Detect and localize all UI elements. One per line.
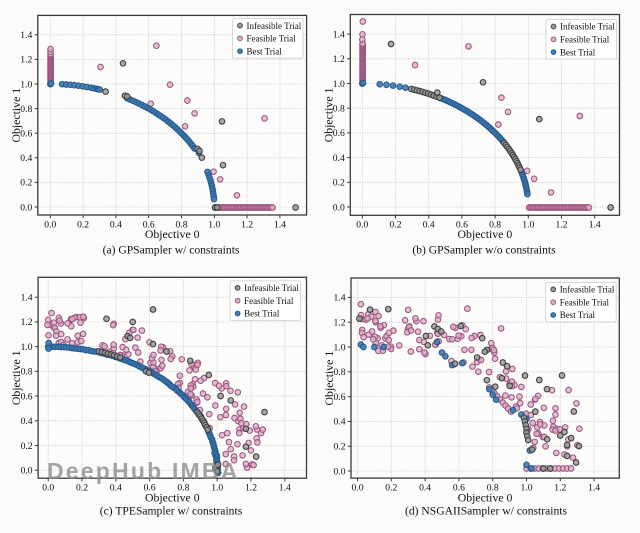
svg-text:Objective 1: Objective 1 (321, 87, 335, 142)
svg-text:0.2: 0.2 (76, 483, 88, 494)
svg-text:Objective 0: Objective 0 (458, 227, 513, 241)
svg-text:1.4: 1.4 (279, 483, 291, 494)
svg-text:(c) TPESampler w/ constraints: (c) TPESampler w/ constraints (100, 505, 243, 518)
svg-text:0.0: 0.0 (352, 483, 364, 494)
svg-text:1.2: 1.2 (241, 220, 253, 231)
svg-text:0.6: 0.6 (334, 392, 346, 403)
svg-text:1.4: 1.4 (21, 293, 33, 304)
svg-text:Feasible Trial: Feasible Trial (560, 297, 610, 307)
svg-text:0.4: 0.4 (333, 153, 345, 164)
svg-text:Feasible Trial: Feasible Trial (244, 296, 294, 306)
svg-text:0.6: 0.6 (21, 391, 33, 402)
svg-text:Infeasible Trial: Infeasible Trial (244, 283, 299, 293)
svg-text:0.4: 0.4 (110, 220, 122, 231)
svg-text:1.2: 1.2 (334, 318, 346, 329)
svg-text:Objective 0: Objective 0 (145, 491, 200, 505)
svg-text:0.8: 0.8 (333, 104, 345, 115)
svg-text:0.8: 0.8 (21, 367, 33, 378)
svg-text:0.4: 0.4 (20, 153, 32, 164)
svg-text:Best Trial: Best Trial (247, 46, 283, 56)
svg-text:(a) GPSampler w/ constraints: (a) GPSampler w/ constraints (103, 244, 240, 257)
svg-text:1.2: 1.2 (20, 55, 32, 66)
svg-text:0.6: 0.6 (333, 128, 345, 139)
svg-text:1.2: 1.2 (21, 317, 33, 328)
svg-text:0.0: 0.0 (20, 202, 32, 213)
svg-text:0.6: 0.6 (20, 129, 32, 140)
svg-text:0.6: 0.6 (144, 483, 156, 494)
svg-text:0.0: 0.0 (42, 483, 54, 494)
svg-text:0.0: 0.0 (356, 220, 368, 231)
svg-text:0.8: 0.8 (487, 483, 499, 494)
svg-text:0.8: 0.8 (20, 104, 32, 115)
svg-text:Best Trial: Best Trial (560, 47, 596, 57)
svg-text:0.2: 0.2 (333, 178, 345, 189)
svg-text:Infeasible Trial: Infeasible Trial (560, 285, 615, 295)
svg-text:0.4: 0.4 (334, 417, 346, 428)
svg-text:0.2: 0.2 (390, 220, 402, 231)
svg-text:Objective 1: Objective 1 (9, 88, 23, 143)
svg-text:0.2: 0.2 (334, 442, 346, 453)
svg-text:1.0: 1.0 (334, 342, 346, 353)
svg-text:0.8: 0.8 (489, 220, 501, 231)
svg-text:0.8: 0.8 (334, 367, 346, 378)
svg-text:0.4: 0.4 (423, 220, 435, 231)
svg-text:0.8: 0.8 (176, 220, 188, 231)
svg-text:0.2: 0.2 (21, 441, 33, 452)
svg-text:Best Trial: Best Trial (560, 310, 596, 320)
svg-text:0.2: 0.2 (77, 220, 89, 231)
svg-text:0.4: 0.4 (110, 483, 122, 494)
svg-text:Objective 1: Objective 1 (322, 351, 336, 406)
svg-text:1.2: 1.2 (245, 483, 257, 494)
svg-text:0.6: 0.6 (453, 483, 465, 494)
svg-text:0.6: 0.6 (456, 220, 468, 231)
svg-text:1.0: 1.0 (521, 483, 533, 494)
svg-text:1.2: 1.2 (556, 220, 568, 231)
svg-text:0.0: 0.0 (21, 466, 33, 477)
svg-text:0.4: 0.4 (21, 416, 33, 427)
svg-text:DeepHub IMBA: DeepHub IMBA (47, 458, 240, 484)
svg-text:1.0: 1.0 (208, 220, 220, 231)
svg-text:(d) NSGAIISampler w/ constrain: (d) NSGAIISampler w/ constraints (405, 505, 567, 518)
svg-text:1.0: 1.0 (522, 220, 534, 231)
svg-text:1.0: 1.0 (211, 483, 223, 494)
svg-text:0.6: 0.6 (143, 220, 155, 231)
svg-text:Objective 0: Objective 0 (458, 491, 513, 505)
svg-text:0.0: 0.0 (44, 220, 56, 231)
svg-text:Objective 0: Objective 0 (145, 227, 200, 241)
svg-text:0.8: 0.8 (177, 483, 189, 494)
svg-text:0.0: 0.0 (334, 466, 346, 477)
svg-text:(b) GPSampler w/o constraints: (b) GPSampler w/o constraints (412, 244, 556, 257)
svg-text:1.4: 1.4 (20, 30, 32, 41)
svg-text:Feasible Trial: Feasible Trial (560, 35, 610, 45)
svg-text:1.4: 1.4 (589, 220, 601, 231)
svg-text:1.4: 1.4 (588, 483, 600, 494)
svg-text:Feasible Trial: Feasible Trial (247, 34, 297, 44)
svg-text:1.4: 1.4 (334, 293, 346, 304)
svg-text:0.2: 0.2 (20, 178, 32, 189)
svg-text:1.2: 1.2 (333, 54, 345, 65)
svg-text:0.2: 0.2 (385, 483, 397, 494)
svg-text:Infeasible Trial: Infeasible Trial (247, 21, 302, 31)
svg-text:Infeasible Trial: Infeasible Trial (560, 22, 615, 32)
svg-text:1.0: 1.0 (333, 79, 345, 90)
svg-text:0.0: 0.0 (333, 202, 345, 213)
svg-text:1.0: 1.0 (21, 342, 33, 353)
svg-text:1.2: 1.2 (554, 483, 566, 494)
svg-text:1.4: 1.4 (333, 29, 345, 40)
svg-text:Best Trial: Best Trial (244, 309, 280, 319)
svg-text:1.4: 1.4 (274, 220, 286, 231)
svg-text:1.0: 1.0 (20, 79, 32, 90)
svg-text:0.4: 0.4 (419, 483, 431, 494)
svg-text:Objective 1: Objective 1 (9, 350, 23, 405)
